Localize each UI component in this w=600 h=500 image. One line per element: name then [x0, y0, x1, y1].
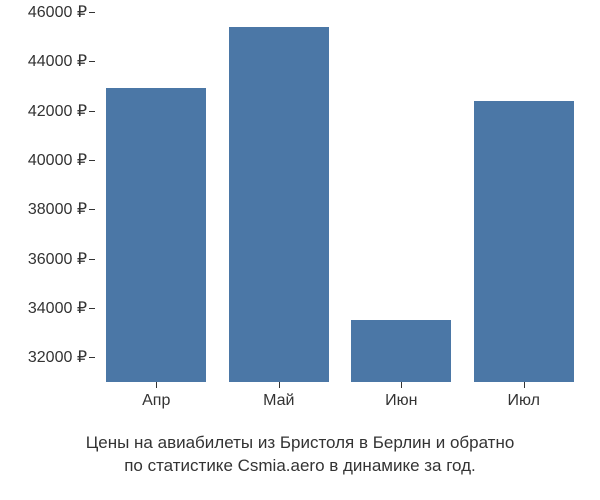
y-tick-mark	[89, 111, 95, 112]
x-tick-mark	[401, 382, 402, 388]
y-tick-mark	[89, 61, 95, 62]
y-tick-label: 46000 ₽	[28, 2, 87, 22]
y-tick-label: 34000 ₽	[28, 298, 87, 318]
y-tick-mark	[89, 12, 95, 13]
y-tick-label: 40000 ₽	[28, 150, 87, 170]
y-tick-label: 36000 ₽	[28, 249, 87, 269]
x-tick-mark	[524, 382, 525, 388]
y-tick-mark	[89, 259, 95, 260]
caption-line-1: Цены на авиабилеты из Бристоля в Берлин …	[86, 433, 515, 452]
y-tick-mark	[89, 209, 95, 210]
y-tick-mark	[89, 357, 95, 358]
x-tick-mark	[279, 382, 280, 388]
price-chart: 32000 ₽ 34000 ₽ 36000 ₽ 38000 ₽ 40000 ₽ 42000…	[0, 0, 600, 500]
caption-line-2: по статистике Csmia.aero в динамике за г…	[124, 456, 476, 475]
bar	[106, 88, 206, 382]
x-tick-label: Апр	[142, 392, 170, 410]
bar	[474, 101, 574, 382]
x-tick-mark	[156, 382, 157, 388]
y-tick-label: 42000 ₽	[28, 101, 87, 121]
bar	[229, 27, 329, 382]
x-tick-label: Июн	[385, 392, 417, 410]
y-tick-label: 44000 ₽	[28, 51, 87, 71]
y-tick-mark	[89, 308, 95, 309]
y-tick-label: 32000 ₽	[28, 347, 87, 367]
chart-caption: Цены на авиабилеты из Бристоля в Берлин …	[0, 432, 600, 478]
y-tick-mark	[89, 160, 95, 161]
x-tick-label: Июл	[508, 392, 540, 410]
x-tick-label: Май	[263, 392, 294, 410]
y-tick-label: 38000 ₽	[28, 199, 87, 219]
plot-area: 32000 ₽34000 ₽36000 ₽38000 ₽40000 ₽42000…	[95, 12, 585, 382]
bar	[351, 320, 451, 382]
